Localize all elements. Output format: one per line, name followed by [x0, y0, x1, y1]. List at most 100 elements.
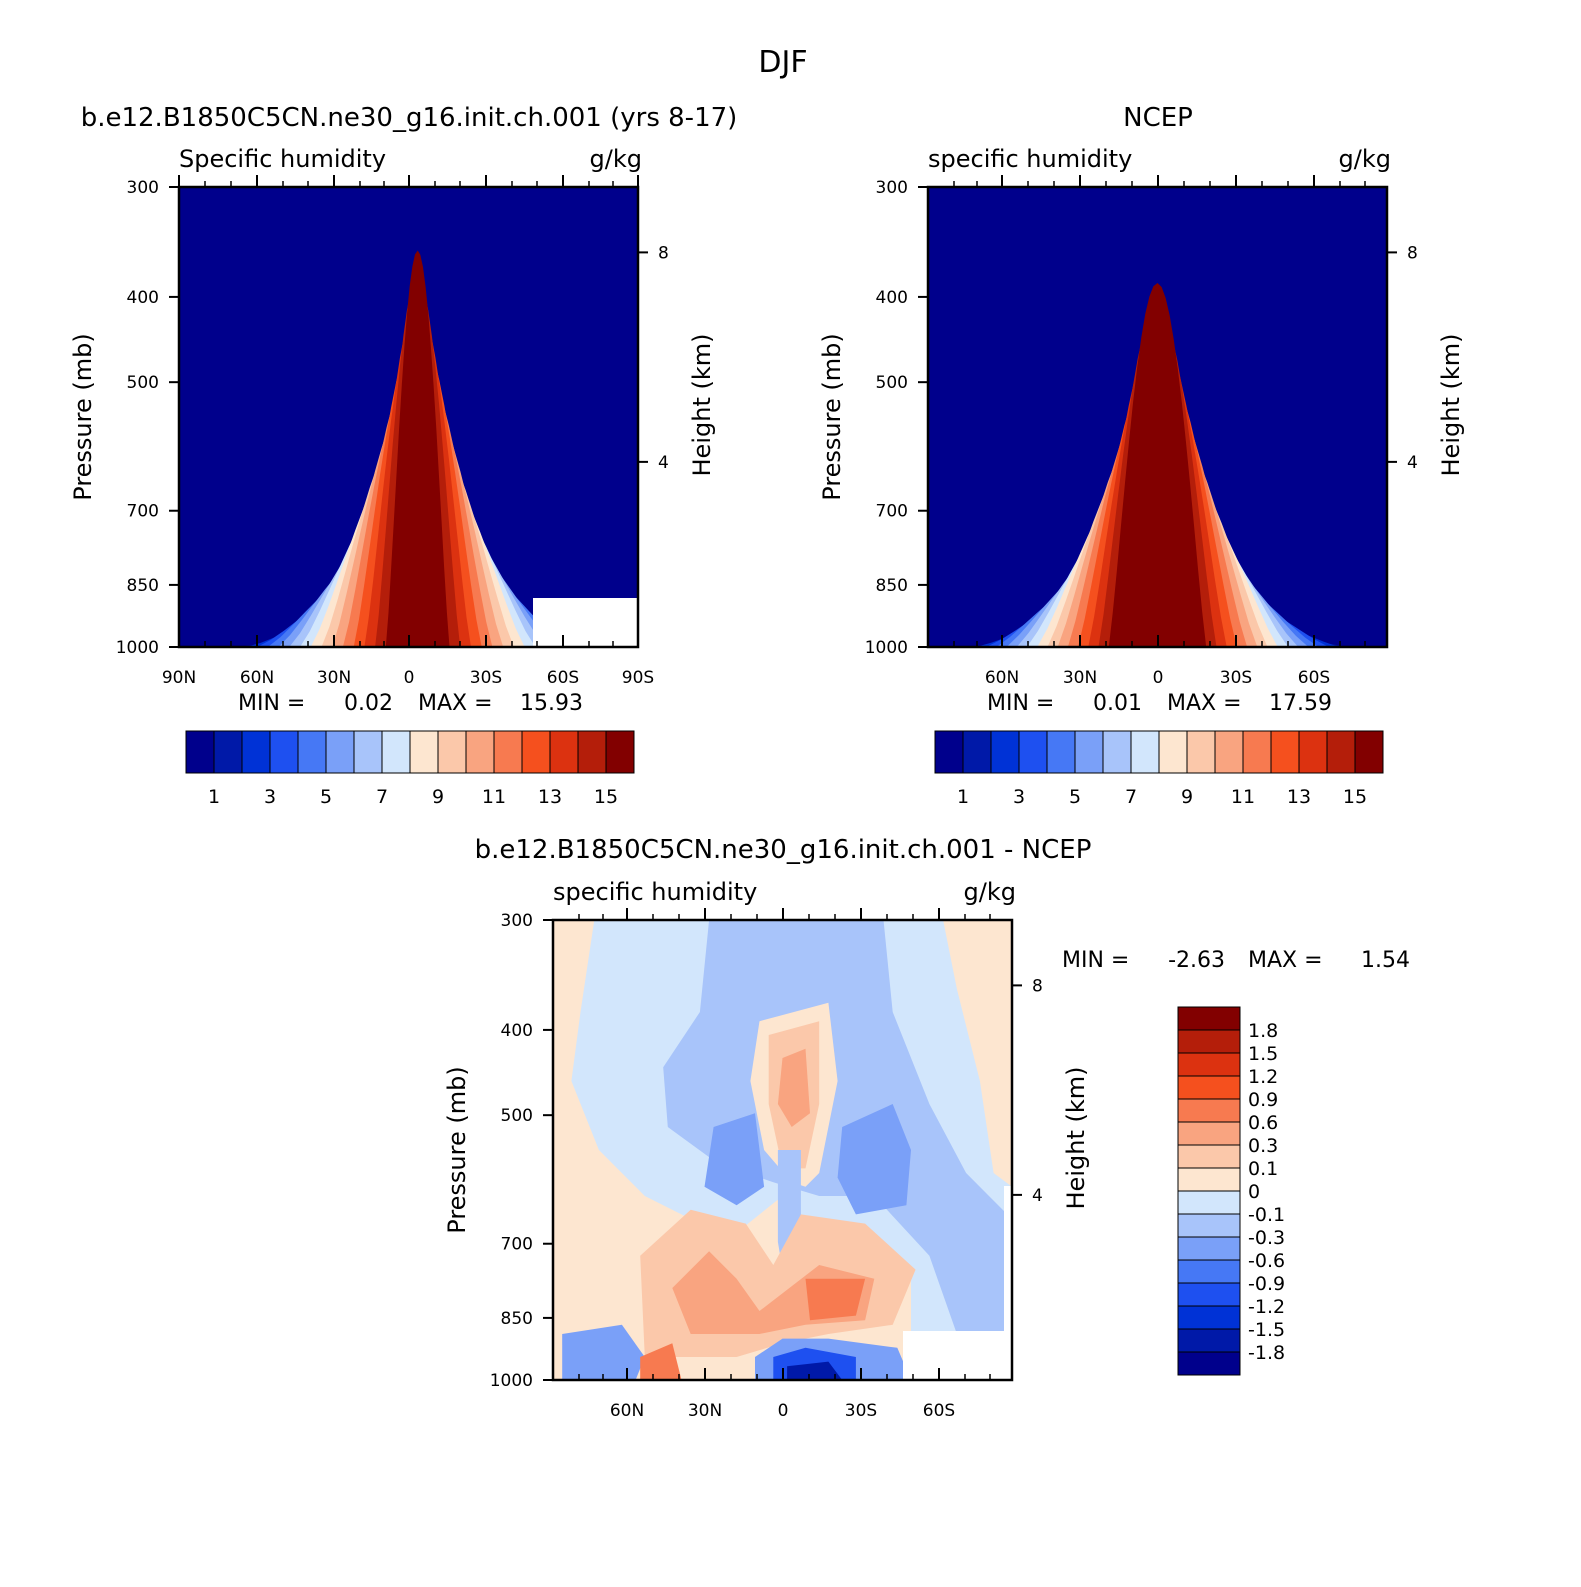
variable-label: specific humidity	[553, 878, 757, 906]
colorbar-box	[1326, 730, 1356, 774]
min-label: MIN =	[987, 691, 1054, 716]
y-tick-label: 1000	[865, 638, 908, 658]
colorbar-box	[1177, 1006, 1241, 1031]
colorbar-label: 9	[432, 786, 444, 808]
x-tick-label: 30N	[1063, 668, 1097, 688]
colorbar-box	[213, 730, 243, 774]
y-tick-label: 1000	[116, 638, 159, 658]
colorbar-box	[990, 730, 1020, 774]
colorbar-label: 3	[1013, 786, 1025, 808]
colorbar-box	[1177, 1052, 1241, 1077]
colorbar-box	[1177, 1167, 1241, 1192]
colorbar-box	[1177, 1351, 1241, 1376]
colorbar-box	[1214, 730, 1244, 774]
colorbar-box	[962, 730, 992, 774]
y2-axis-label: Height (km)	[1062, 1067, 1090, 1210]
variable-label: Specific humidity	[179, 145, 386, 173]
units-label: g/kg	[1339, 145, 1391, 173]
colorbar-box	[605, 730, 635, 774]
y-tick-label: 850	[127, 576, 159, 596]
y2-tick-label: 4	[1032, 1186, 1043, 1206]
y-tick-label: 400	[127, 288, 159, 308]
colorbar-box	[1270, 730, 1300, 774]
contour-fill	[928, 187, 1387, 647]
colorbar-box	[1177, 1282, 1241, 1307]
missing-region	[903, 1331, 1012, 1380]
colorbar-box	[1186, 730, 1216, 774]
y2-axis-label: Height (km)	[1437, 334, 1465, 477]
y-tick-label: 300	[127, 178, 159, 198]
y2-axis-label: Height (km)	[688, 334, 716, 477]
x-tick-label: 60S	[923, 1401, 955, 1421]
x-tick-label: 0	[778, 1401, 789, 1421]
panel-title: NCEP	[1123, 103, 1193, 133]
colorbar-box	[1074, 730, 1104, 774]
colorbar-box	[353, 730, 383, 774]
x-tick-label: 90S	[622, 668, 654, 688]
colorbar-label: 1.2	[1248, 1066, 1278, 1088]
x-tick-label: 30S	[470, 668, 502, 688]
colorbar-box	[1177, 1144, 1241, 1169]
x-tick-label: 90N	[162, 668, 196, 688]
colorbar-label: -0.6	[1248, 1250, 1285, 1272]
colorbar-label: 3	[264, 786, 276, 808]
max-value: 17.59	[1269, 691, 1332, 716]
contour-band	[385, 250, 450, 647]
y-tick-label: 1000	[490, 1371, 533, 1391]
colorbar-label: 15	[1343, 786, 1367, 808]
y-tick-label: 850	[501, 1309, 533, 1329]
colorbar-label: -0.3	[1248, 1227, 1285, 1249]
colorbar-box	[1177, 1121, 1241, 1146]
x-tick-label: 30S	[1220, 668, 1252, 688]
panel-title: b.e12.B1850C5CN.ne30_g16.init.ch.001 - N…	[475, 835, 1092, 865]
contour-band	[787, 1361, 843, 1380]
figure-title: DJF	[758, 45, 807, 80]
colorbar-label: 0.1	[1248, 1158, 1278, 1180]
units-label: g/kg	[590, 145, 642, 173]
y-tick-label: 300	[876, 178, 908, 198]
y-tick-label: 400	[501, 1021, 533, 1041]
max-value: 1.54	[1361, 948, 1410, 973]
colorbar-box	[1177, 1236, 1241, 1261]
contour-band	[663, 920, 1012, 1334]
colorbar-box	[1177, 1213, 1241, 1238]
y2-tick-label: 8	[1407, 243, 1418, 263]
colorbar-box	[1046, 730, 1076, 774]
min-value: 0.02	[344, 691, 393, 716]
min-label: MIN =	[238, 691, 305, 716]
colorbar-label: 11	[482, 786, 506, 808]
colorbar-box	[1177, 1305, 1241, 1330]
colorbar-label: 0.9	[1248, 1089, 1278, 1111]
y2-tick-label: 4	[1407, 453, 1418, 473]
colorbar-box	[1158, 730, 1188, 774]
missing-region	[533, 598, 638, 647]
colorbar-box	[1177, 1328, 1241, 1353]
colorbar-box	[1130, 730, 1160, 774]
colorbar-box	[1177, 1190, 1241, 1215]
colorbar-label: 5	[1069, 786, 1081, 808]
colorbar-box	[1177, 1075, 1241, 1100]
colorbar-label: 1.8	[1248, 1020, 1278, 1042]
colorbar-box	[549, 730, 579, 774]
panel-model: 300 400 500 700 850 1000 8 4 90N 60N 30N 0 30S 60S 90S…	[69, 103, 737, 808]
x-tick-label: 60N	[985, 668, 1019, 688]
max-label: MAX =	[418, 691, 493, 716]
contour-band	[640, 1343, 682, 1380]
colorbar-label: 13	[1287, 786, 1311, 808]
units-label: g/kg	[964, 878, 1016, 906]
colorbar-label: 5	[320, 786, 332, 808]
min-label: MIN =	[1062, 948, 1129, 973]
y-axis-label: Pressure (mb)	[69, 333, 97, 500]
y-axis-label: Pressure (mb)	[818, 333, 846, 500]
colorbar-box	[1354, 730, 1384, 774]
colorbar-box	[297, 730, 327, 774]
colorbar-box	[465, 730, 495, 774]
colorbar-box	[409, 730, 439, 774]
colorbar-label: 11	[1231, 786, 1255, 808]
x-tick-label: 30N	[317, 668, 351, 688]
colorbar-box	[521, 730, 551, 774]
colorbar-label: 1	[208, 786, 220, 808]
colorbar-box	[934, 730, 964, 774]
colorbar-label: 7	[1125, 786, 1137, 808]
